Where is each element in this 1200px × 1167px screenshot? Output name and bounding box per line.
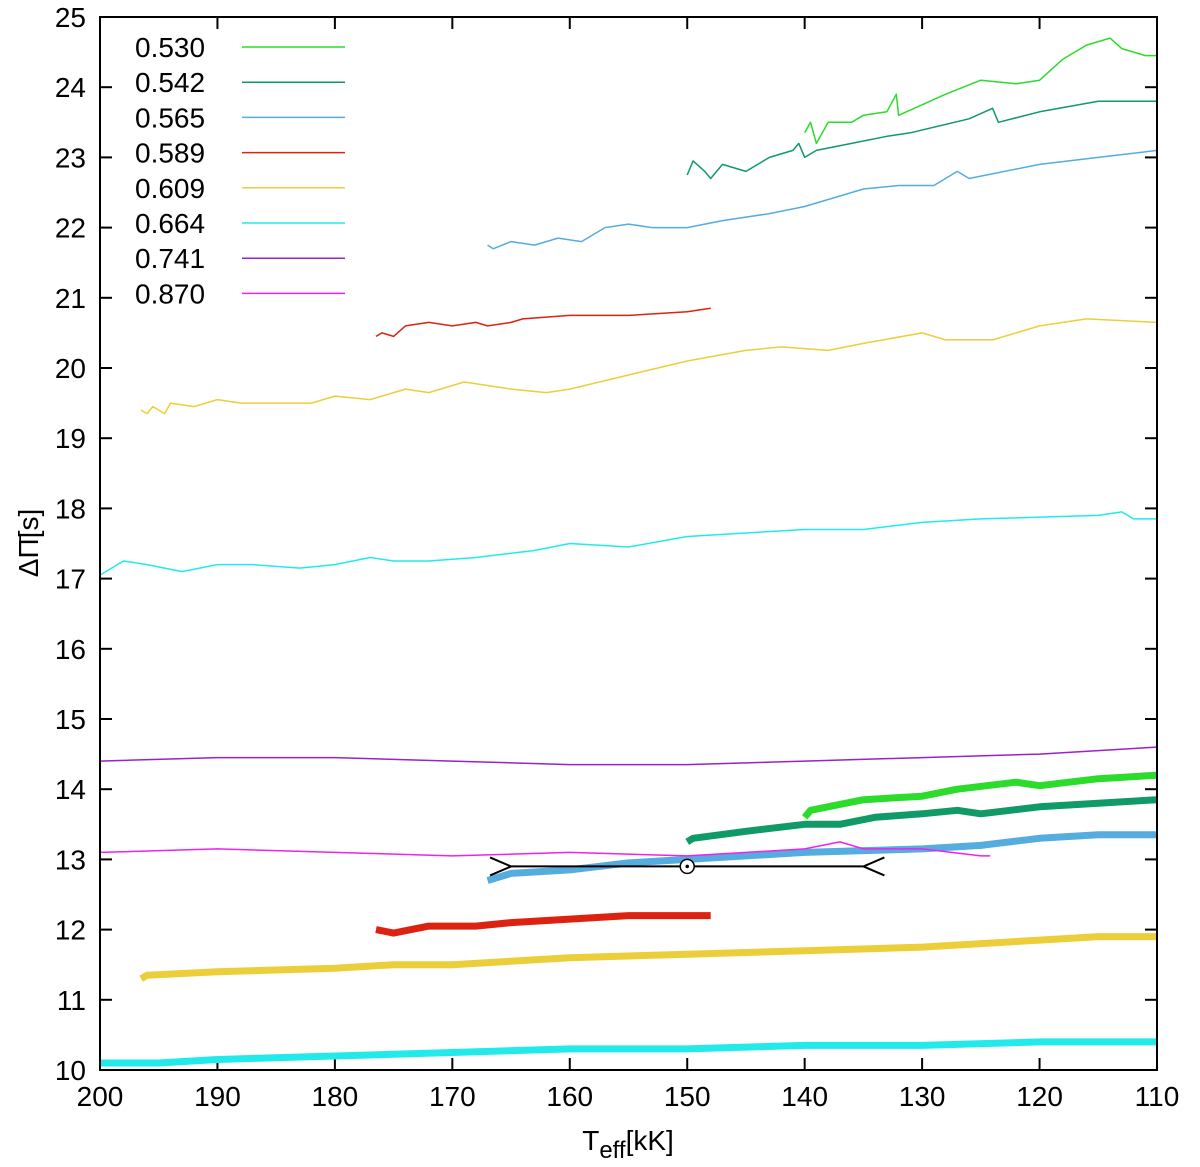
- y-tick-label: 17: [55, 564, 86, 595]
- y-tick-label: 11: [57, 985, 86, 1016]
- legend-label: 0.530: [135, 32, 205, 63]
- legend-label: 0.664: [135, 208, 205, 239]
- line: [99, 511, 1157, 576]
- legend-label: 0.870: [135, 278, 205, 309]
- y-tick-label: 22: [55, 213, 86, 244]
- thick-line: [139, 933, 1157, 982]
- y-tick-label: 23: [55, 142, 86, 173]
- y-tick-label: 24: [55, 72, 86, 103]
- line: [140, 318, 1158, 415]
- legend-label: 0.589: [135, 138, 205, 169]
- y-tick-label: 21: [55, 283, 86, 314]
- line: [487, 149, 1158, 250]
- thick-line: [486, 831, 1157, 884]
- x-axis-label: Teff[kK]: [582, 1125, 674, 1162]
- legend-label: 0.609: [135, 173, 205, 204]
- legend-label: 0.565: [135, 102, 205, 133]
- x-tick-label: 190: [194, 1081, 241, 1112]
- y-tick-label: 13: [55, 844, 86, 875]
- thick-line: [685, 796, 1158, 845]
- x-tick-label: 150: [664, 1081, 711, 1112]
- y-tick-label: 10: [55, 1055, 86, 1086]
- thick-line: [375, 912, 711, 937]
- legend-label: 0.542: [135, 67, 205, 98]
- y-tick-label: 12: [55, 915, 86, 946]
- x-tick-label: 160: [546, 1081, 593, 1112]
- x-tick-label: 140: [781, 1081, 828, 1112]
- plot-frame: [99, 16, 1158, 1071]
- point-marker-dot: [685, 864, 690, 869]
- x-tick-label: 170: [429, 1081, 476, 1112]
- x-tick-label: 110: [1135, 1081, 1180, 1112]
- y-tick-label: 20: [55, 353, 86, 384]
- thick-line: [100, 1038, 1157, 1067]
- x-tick-label: 120: [1016, 1081, 1063, 1112]
- line: [99, 841, 991, 857]
- y-tick-label: 25: [55, 2, 86, 33]
- line: [804, 37, 1157, 145]
- x-tick-label: 180: [312, 1081, 359, 1112]
- x-tick-label: 130: [899, 1081, 946, 1112]
- x-tick-label: 200: [77, 1081, 124, 1112]
- y-tick-label: 19: [55, 423, 86, 454]
- line: [99, 746, 1158, 766]
- y-tick-label: 18: [55, 493, 86, 524]
- line: [375, 307, 711, 338]
- y-tick-label: 14: [55, 774, 86, 805]
- line: [686, 100, 1157, 180]
- y-tick-label: 15: [55, 704, 86, 735]
- y-tick-label: 16: [55, 634, 86, 665]
- legend-label: 0.741: [135, 243, 205, 274]
- thick-line: [802, 771, 1158, 820]
- y-axis-label: ΔΠ̄[s]: [13, 509, 44, 577]
